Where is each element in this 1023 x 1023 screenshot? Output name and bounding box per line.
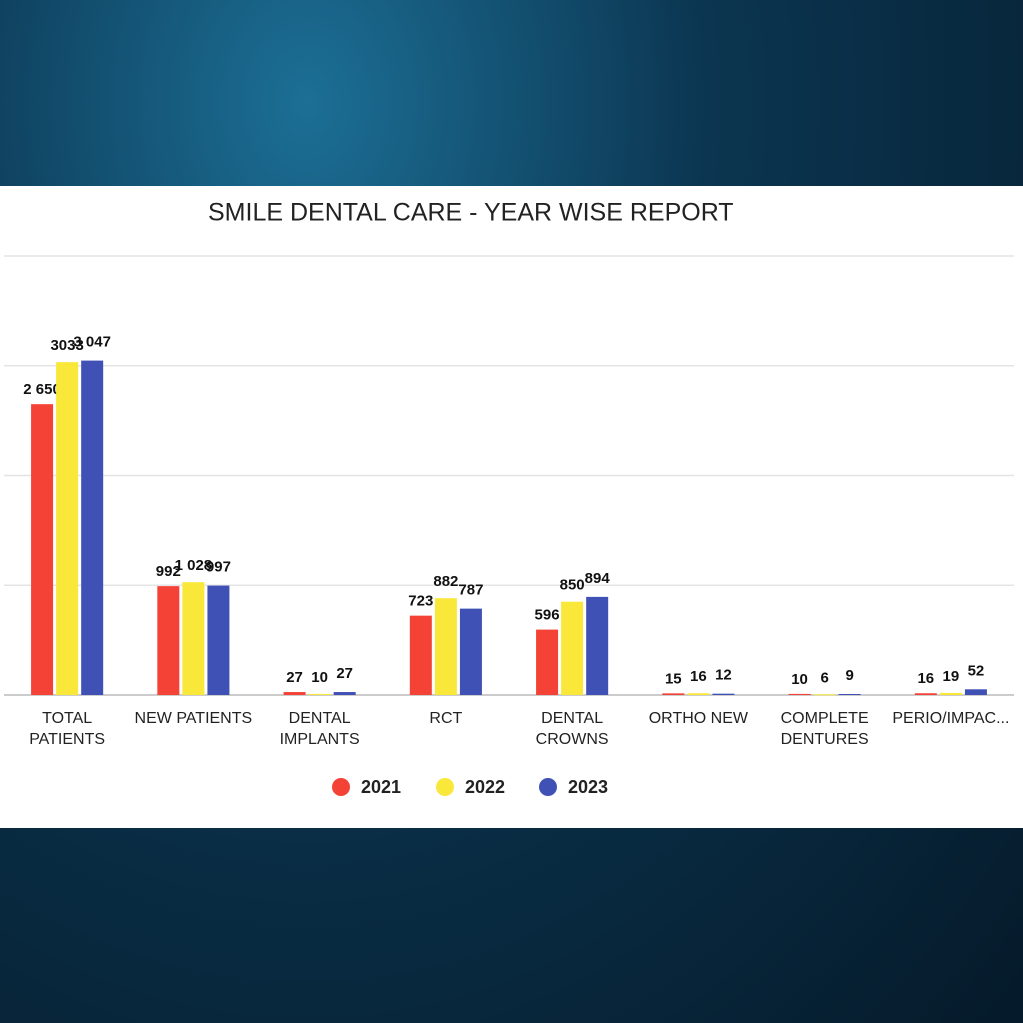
bar bbox=[81, 360, 104, 695]
value-label: 9 bbox=[846, 667, 854, 684]
legend-marker bbox=[436, 778, 454, 796]
bar bbox=[813, 694, 836, 696]
x-tick-label: RCT bbox=[429, 710, 463, 727]
bar bbox=[561, 601, 584, 695]
value-label: 15 bbox=[665, 670, 682, 687]
bar bbox=[308, 693, 331, 695]
value-label: 992 bbox=[156, 563, 181, 580]
x-tick-label: TOTAL PATIENTS bbox=[29, 710, 106, 748]
value-label: 894 bbox=[585, 570, 611, 587]
bar bbox=[914, 693, 937, 695]
value-label: 997 bbox=[206, 559, 231, 576]
chart-title: SMILE DENTAL CARE - YEAR WISE REPORT bbox=[208, 199, 734, 227]
value-label: 10 bbox=[791, 671, 808, 688]
value-label: 3033 bbox=[50, 337, 83, 354]
bar bbox=[586, 596, 609, 695]
bar bbox=[207, 585, 230, 695]
value-label: 882 bbox=[433, 573, 458, 590]
bar bbox=[662, 693, 685, 695]
bar bbox=[687, 693, 710, 695]
value-label: 52 bbox=[968, 662, 985, 679]
bar bbox=[409, 615, 432, 695]
bar bbox=[56, 362, 79, 695]
chart-panel bbox=[0, 186, 1023, 828]
bar bbox=[459, 608, 482, 695]
value-label: 16 bbox=[917, 670, 934, 687]
x-tick-label: PERIO/IMPAC... bbox=[892, 710, 1010, 727]
bar bbox=[434, 598, 457, 695]
bar bbox=[838, 694, 861, 696]
value-label: 2 650 bbox=[23, 381, 61, 398]
bar bbox=[788, 693, 811, 695]
bar bbox=[536, 629, 559, 695]
bar bbox=[182, 582, 205, 695]
legend-marker bbox=[539, 778, 557, 796]
bar bbox=[964, 689, 987, 695]
value-label: 12 bbox=[715, 667, 732, 684]
value-label: 27 bbox=[336, 665, 353, 682]
value-label: 1 028 bbox=[175, 557, 213, 574]
value-label: 16 bbox=[690, 668, 707, 685]
value-label: 27 bbox=[286, 669, 303, 686]
x-tick-label: DENTAL IMPLANTS bbox=[279, 710, 360, 748]
value-label: 10 bbox=[311, 669, 328, 686]
bar bbox=[333, 692, 356, 695]
value-label: 787 bbox=[458, 582, 483, 599]
legend-label: 2021 bbox=[361, 777, 401, 797]
bar bbox=[157, 586, 180, 695]
bar bbox=[939, 692, 962, 695]
x-tick-label: NEW PATIENTS bbox=[134, 710, 253, 727]
x-tick-label: ORTHO NEW bbox=[648, 710, 748, 727]
bar bbox=[712, 693, 735, 695]
value-label: 19 bbox=[943, 668, 960, 685]
x-tick-label: COMPLETE DENTURES bbox=[780, 710, 869, 748]
legend-marker bbox=[332, 778, 350, 796]
value-label: 850 bbox=[560, 577, 585, 594]
value-label: 723 bbox=[408, 593, 433, 610]
bar bbox=[283, 692, 306, 695]
bar bbox=[31, 404, 54, 695]
value-label: 6 bbox=[820, 669, 828, 686]
value-label: 596 bbox=[535, 607, 560, 624]
value-label: 3 047 bbox=[73, 334, 111, 351]
legend-label: 2022 bbox=[465, 777, 505, 797]
legend-label: 2023 bbox=[568, 777, 608, 797]
x-tick-label: DENTAL CROWNS bbox=[535, 710, 609, 748]
